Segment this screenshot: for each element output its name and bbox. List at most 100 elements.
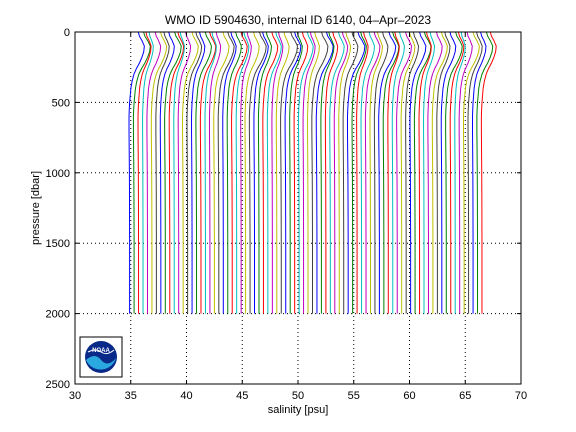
noaa-logo-text: NOAA bbox=[92, 348, 110, 354]
y-tick-label: 1500 bbox=[46, 238, 70, 250]
profile-line bbox=[284, 31, 302, 314]
profile-line bbox=[472, 31, 487, 314]
profile-line bbox=[164, 31, 182, 314]
profile-line bbox=[257, 31, 272, 314]
profile-line bbox=[476, 31, 494, 314]
profile-line bbox=[226, 31, 242, 314]
profile-line bbox=[458, 31, 473, 314]
y-tick-label: 2000 bbox=[46, 309, 70, 321]
profile-line bbox=[329, 31, 345, 314]
x-tick-label: 55 bbox=[348, 390, 360, 402]
profile-line bbox=[199, 31, 217, 314]
profile-lines bbox=[128, 31, 497, 314]
chart-title: WMO ID 5904630, internal ID 6140, 04–Apr… bbox=[165, 13, 431, 27]
profile-line bbox=[231, 31, 248, 314]
profile-line bbox=[449, 31, 465, 314]
profile-line bbox=[418, 31, 432, 314]
profile-line bbox=[364, 31, 381, 314]
y-axis-label: pressure [dbar] bbox=[30, 171, 42, 245]
profile-line bbox=[315, 31, 334, 314]
profile-line bbox=[324, 31, 339, 314]
profile-line bbox=[186, 31, 203, 314]
profile-line bbox=[338, 31, 352, 314]
profile-line bbox=[150, 31, 168, 314]
profile-line bbox=[427, 31, 443, 314]
profile-line bbox=[132, 31, 151, 314]
profile-line bbox=[253, 31, 269, 314]
grid-lines bbox=[75, 32, 521, 384]
profile-line bbox=[311, 31, 329, 314]
x-tick-label: 45 bbox=[236, 390, 248, 402]
profile-line bbox=[373, 31, 389, 314]
profile-line bbox=[182, 31, 199, 314]
profile-line bbox=[400, 31, 416, 314]
profile-line bbox=[146, 31, 162, 314]
profile-line bbox=[142, 31, 154, 314]
profile-line bbox=[235, 31, 250, 314]
profile-line bbox=[222, 31, 237, 314]
profile-line bbox=[280, 31, 298, 314]
profile-line bbox=[436, 31, 451, 314]
profile-line bbox=[244, 31, 260, 314]
profile-line bbox=[298, 31, 314, 314]
profile-line bbox=[177, 31, 192, 314]
profile-line bbox=[423, 31, 436, 314]
profile-line bbox=[467, 31, 483, 314]
profile-line bbox=[346, 31, 366, 314]
profile-line bbox=[333, 31, 349, 314]
x-tick-label: 35 bbox=[125, 390, 137, 402]
y-tick-label: 500 bbox=[52, 97, 70, 109]
profile-line bbox=[431, 31, 448, 314]
profile-line bbox=[195, 31, 212, 314]
x-tick-label: 30 bbox=[69, 390, 81, 402]
profile-line bbox=[351, 31, 367, 314]
x-tick-label: 65 bbox=[459, 390, 471, 402]
profile-line bbox=[289, 31, 303, 314]
profile-line bbox=[396, 31, 413, 314]
profile-line bbox=[213, 31, 230, 314]
profile-line bbox=[391, 31, 405, 314]
profile-line bbox=[360, 31, 376, 314]
profile-line bbox=[262, 31, 279, 314]
profile-line bbox=[405, 31, 420, 314]
profile-line bbox=[480, 31, 497, 314]
profile-line bbox=[168, 31, 185, 314]
profile-line bbox=[275, 31, 290, 314]
profile-line bbox=[128, 31, 145, 314]
profile-line bbox=[454, 31, 466, 314]
y-tick-label: 0 bbox=[64, 27, 70, 39]
x-tick-label: 40 bbox=[180, 390, 192, 402]
x-tick-label: 50 bbox=[292, 390, 304, 402]
x-axis-ticks: 30 35 40 45 50 55 60 65 70 bbox=[69, 32, 527, 402]
profile-line bbox=[307, 31, 320, 314]
profile-line bbox=[440, 31, 457, 314]
profile-line bbox=[191, 31, 206, 314]
noaa-logo: NOAA bbox=[79, 336, 123, 378]
profile-line bbox=[342, 31, 359, 314]
profile-line bbox=[378, 31, 397, 314]
y-tick-label: 2500 bbox=[46, 379, 70, 391]
profile-line bbox=[137, 31, 152, 314]
profile-line bbox=[445, 31, 463, 314]
x-tick-label: 70 bbox=[515, 390, 527, 402]
profile-line bbox=[248, 31, 267, 314]
profile-line bbox=[409, 31, 427, 314]
profile-line bbox=[369, 31, 383, 314]
profile-line bbox=[293, 31, 309, 314]
profile-line bbox=[382, 31, 400, 314]
profile-line bbox=[356, 31, 369, 314]
profile-line bbox=[302, 31, 316, 314]
profile-line bbox=[463, 31, 480, 314]
x-tick-label: 60 bbox=[403, 390, 415, 402]
profile-line bbox=[204, 31, 217, 314]
profile-line bbox=[240, 31, 252, 314]
profile-line bbox=[173, 31, 185, 314]
y-tick-label: 1000 bbox=[46, 168, 70, 180]
profile-line bbox=[217, 31, 235, 314]
profile-line bbox=[320, 31, 335, 314]
profile-line bbox=[266, 31, 282, 314]
profile-line bbox=[387, 31, 400, 314]
profile-line bbox=[155, 31, 170, 314]
x-axis-label: salinity [psu] bbox=[268, 404, 329, 416]
